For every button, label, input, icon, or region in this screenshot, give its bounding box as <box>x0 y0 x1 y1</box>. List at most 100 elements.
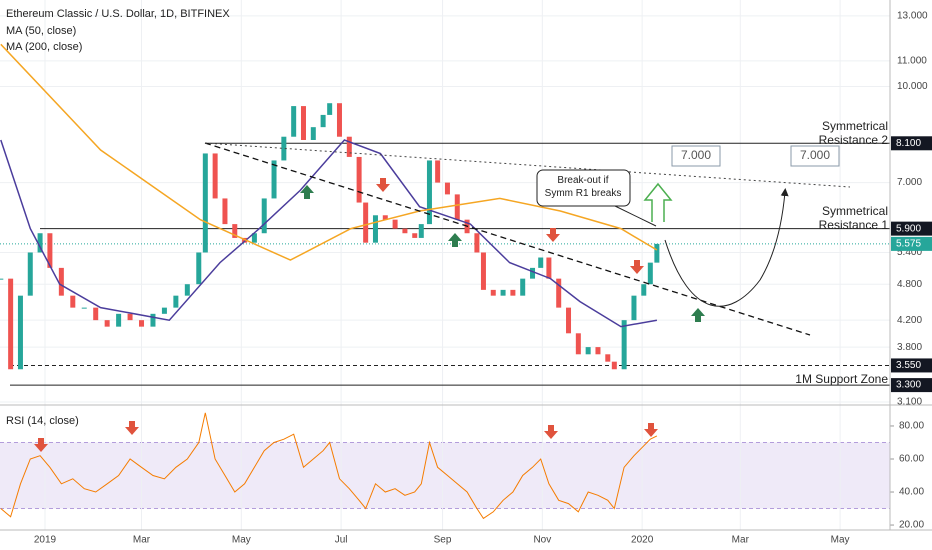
candle <box>81 307 87 309</box>
rsi-band <box>0 442 890 509</box>
candle <box>631 295 637 321</box>
candle <box>8 278 14 370</box>
level-box <box>891 378 932 393</box>
projection <box>664 188 789 307</box>
candle <box>346 136 352 157</box>
x-tick-label: Jul <box>335 535 348 546</box>
candle <box>392 219 398 229</box>
last-price-box <box>891 236 932 251</box>
level-box <box>891 221 932 236</box>
down-arrow <box>644 423 658 437</box>
candle <box>310 127 316 140</box>
callout <box>536 169 631 207</box>
candle <box>363 202 369 243</box>
candle <box>104 320 110 327</box>
candle <box>184 284 190 296</box>
annotation-line: Break-out if <box>557 175 608 186</box>
candle <box>58 267 64 296</box>
candle <box>418 224 424 238</box>
candle <box>300 106 306 140</box>
candle <box>402 228 408 234</box>
candle <box>412 233 418 238</box>
annotation: Break-out if Symm R1 breaks <box>545 175 622 199</box>
candle <box>232 224 238 238</box>
candle <box>47 233 53 268</box>
trend-line <box>204 142 851 188</box>
candle <box>538 257 544 268</box>
candle <box>27 252 33 296</box>
candle <box>566 307 572 334</box>
candle <box>575 333 581 355</box>
legend-entry: RSI (14, close) <box>6 415 79 427</box>
y-tick-label: 4.200 <box>897 315 922 326</box>
annotation-line: 7.000 <box>800 148 830 162</box>
candle <box>426 160 432 225</box>
candle <box>556 278 562 308</box>
annotation-line: Resistance 1 <box>819 218 889 232</box>
candle <box>546 257 552 279</box>
x-tick-label: Sep <box>434 535 452 546</box>
annotation-line: Symm R1 breaks <box>545 188 622 199</box>
y-tick-label: 4.800 <box>897 279 922 290</box>
candle <box>454 194 460 220</box>
x-tick-label: 2020 <box>631 535 654 546</box>
candle <box>372 215 378 243</box>
x-tick-label: 2019 <box>34 535 57 546</box>
annotation: 1M Support Zone <box>795 372 888 386</box>
candle <box>222 198 228 225</box>
candle <box>336 103 342 137</box>
y-tick-label: 3.800 <box>897 342 922 353</box>
level-box <box>891 136 932 151</box>
annotation: Symmetrical Resistance 1 <box>819 204 889 232</box>
up-arrow <box>691 308 705 322</box>
candle <box>196 252 202 285</box>
down-arrow <box>125 421 139 435</box>
legend-entry: MA (200, close) <box>6 41 82 53</box>
label-box <box>671 145 721 167</box>
annotation-line: Symmetrical <box>822 204 888 218</box>
candle <box>70 295 76 308</box>
level-label: 5.900 <box>896 223 921 234</box>
candle <box>480 252 486 290</box>
candle <box>611 361 617 370</box>
trend-line <box>204 142 811 336</box>
up-arrow <box>300 185 314 199</box>
candle <box>173 295 179 308</box>
y-tick-label: 40.00 <box>899 487 924 498</box>
candle <box>93 307 99 321</box>
annotation: 7.000 <box>800 148 830 162</box>
candle <box>444 182 450 195</box>
annotation-line: Symmetrical <box>822 119 888 133</box>
candle <box>116 313 122 327</box>
level-box <box>891 358 932 373</box>
last-price-label: 5.575 <box>896 239 921 250</box>
candle <box>641 284 647 296</box>
y-tick-label: 10.000 <box>897 81 928 92</box>
candle <box>435 160 441 183</box>
marks <box>0 43 890 520</box>
annotation-line: Resistance 2 <box>819 133 889 147</box>
labels: 13.000 11.000 10.000 7.000 5.400 4.800 4.200 3.… <box>6 8 932 546</box>
candle <box>510 289 516 296</box>
candle <box>281 136 287 161</box>
label-box <box>790 145 840 167</box>
candle <box>17 295 23 370</box>
y-tick-label: 13.000 <box>897 11 928 22</box>
down-arrow <box>376 178 390 192</box>
candle <box>127 313 133 321</box>
candle <box>605 354 611 362</box>
y-tick-label: 3.100 <box>897 397 922 408</box>
grid <box>0 0 894 530</box>
annotation: Symmetrical Resistance 2 <box>819 119 889 147</box>
candle <box>320 114 326 128</box>
up-arrow <box>448 233 462 247</box>
x-tick-label: May <box>232 535 251 546</box>
candle <box>621 320 627 370</box>
candle <box>251 233 257 243</box>
candle <box>37 233 43 253</box>
moving-average <box>0 139 658 328</box>
candle <box>356 156 362 203</box>
x-tick-label: Nov <box>533 535 551 546</box>
candle <box>139 320 145 327</box>
candle <box>261 198 267 234</box>
